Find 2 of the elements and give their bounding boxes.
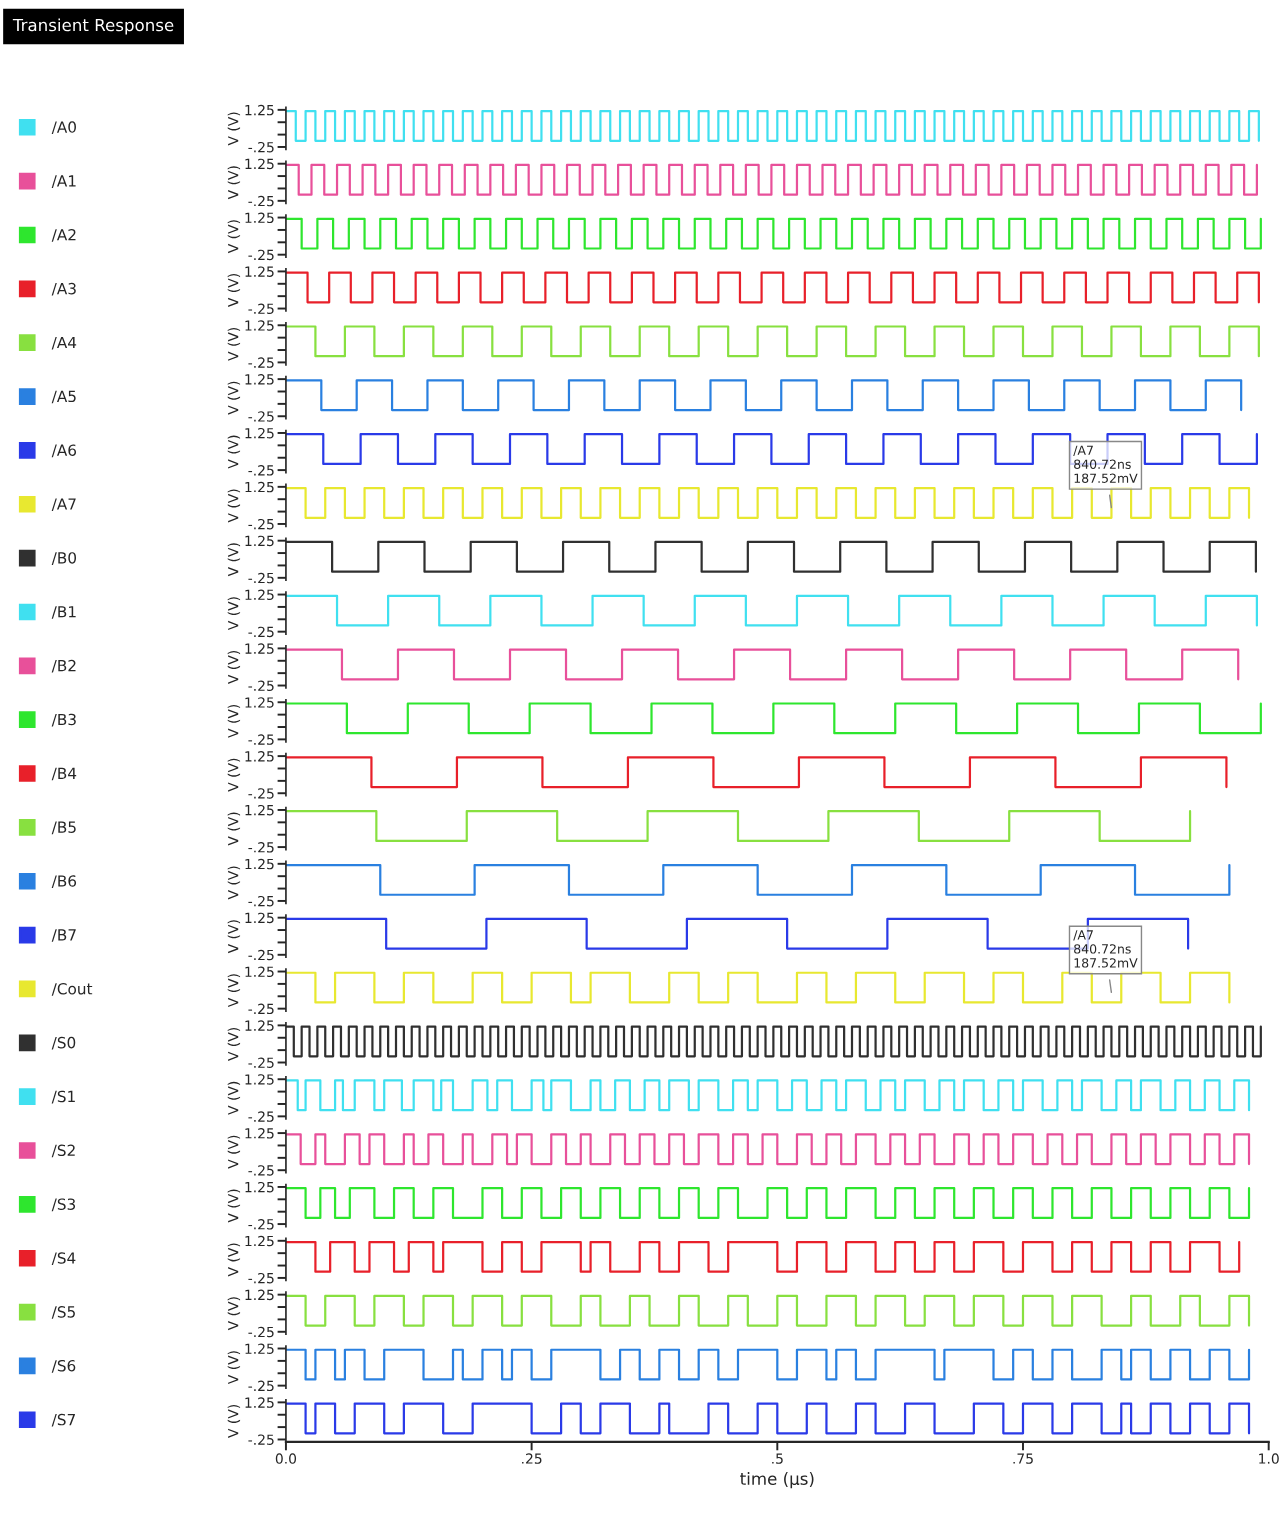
x-axis-title: time (µs) (740, 1472, 814, 1489)
text: Transient Response (12, 18, 174, 35)
